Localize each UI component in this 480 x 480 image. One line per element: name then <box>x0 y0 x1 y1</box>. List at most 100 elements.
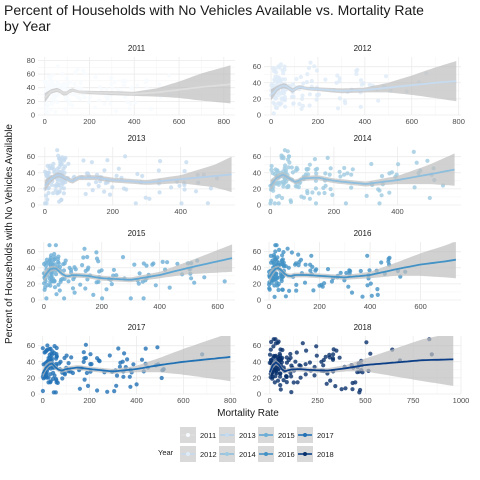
legend-item-2018: 2018 <box>297 446 334 462</box>
data-point <box>123 95 128 100</box>
y-tick-label: 20 <box>27 97 35 106</box>
data-point <box>299 194 304 199</box>
data-point <box>276 339 281 344</box>
data-point <box>104 287 109 292</box>
data-point <box>78 282 83 287</box>
data-point <box>99 268 104 273</box>
data-point <box>323 354 328 359</box>
data-point <box>110 86 115 91</box>
legend-label: 2014 <box>239 450 256 459</box>
data-point <box>322 190 327 196</box>
data-point <box>83 355 88 361</box>
data-point <box>364 193 369 198</box>
data-point <box>79 86 84 91</box>
x-tick-label: 200 <box>328 207 341 216</box>
data-point <box>78 80 83 86</box>
confidence-band <box>44 156 232 193</box>
data-point <box>97 98 102 103</box>
data-point <box>46 74 51 79</box>
data-point <box>272 283 277 288</box>
data-point <box>72 81 77 87</box>
data-point <box>375 287 380 292</box>
legend-item-2013: 2013 <box>219 427 256 443</box>
data-point <box>304 348 309 353</box>
data-point <box>274 371 279 376</box>
data-point <box>273 95 278 100</box>
data-point <box>77 386 82 391</box>
data-point <box>48 283 53 288</box>
data-point <box>116 166 121 171</box>
data-point <box>144 85 150 90</box>
data-point <box>307 360 312 365</box>
y-tick-label: 20 <box>27 279 35 288</box>
data-point <box>338 270 343 275</box>
data-point <box>49 182 54 187</box>
data-point <box>128 296 133 301</box>
data-point <box>52 344 57 349</box>
data-point <box>64 353 69 358</box>
data-point <box>287 160 292 165</box>
data-point <box>279 101 284 106</box>
data-point <box>177 183 182 188</box>
data-point <box>269 163 274 169</box>
x-tick-label: 400 <box>153 302 166 311</box>
facet-panel-2017: 2017 0 200 400 600 800 0 20 40 60 <box>27 323 237 405</box>
data-point <box>308 60 313 65</box>
data-point <box>274 272 279 277</box>
data-point <box>321 363 326 368</box>
data-point <box>331 352 336 357</box>
y-tick-label: 60 <box>253 62 261 71</box>
data-point <box>281 250 286 255</box>
data-point <box>102 168 107 173</box>
data-point <box>120 255 126 260</box>
x-tick-label: 800 <box>224 396 237 405</box>
data-point <box>54 380 59 385</box>
data-point <box>275 275 280 280</box>
data-point <box>272 78 277 83</box>
data-point <box>64 76 69 81</box>
smooth-line <box>268 358 454 373</box>
data-point <box>312 64 317 69</box>
data-point <box>66 279 71 284</box>
data-point <box>43 260 49 265</box>
smooth-line <box>269 168 455 187</box>
legend-point <box>186 433 190 437</box>
data-point <box>339 387 344 392</box>
data-point <box>280 154 285 159</box>
data-point <box>140 173 145 179</box>
x-tick-label: 400 <box>128 117 141 126</box>
data-point <box>47 243 52 248</box>
data-point <box>50 276 56 281</box>
data-point <box>367 268 372 273</box>
data-point <box>289 165 294 170</box>
data-point <box>95 356 100 361</box>
legend-title: Year <box>158 448 174 457</box>
data-point <box>274 168 279 173</box>
data-point <box>144 263 149 268</box>
data-point <box>157 82 162 87</box>
data-point <box>337 355 342 360</box>
data-point <box>338 174 343 179</box>
data-point <box>205 201 210 206</box>
data-point <box>313 201 319 206</box>
data-point <box>66 361 71 366</box>
y-tick-label: 0 <box>257 201 261 210</box>
y-tick-label: 40 <box>27 83 35 92</box>
y-tick-label: 40 <box>27 168 35 177</box>
data-point <box>55 148 60 153</box>
data-point <box>107 353 112 358</box>
x-tick-label: 0 <box>43 207 47 216</box>
data-point <box>94 280 99 285</box>
data-point <box>40 346 45 351</box>
data-point <box>278 347 283 352</box>
data-point <box>112 389 117 394</box>
data-point <box>289 250 294 255</box>
data-point <box>323 77 328 82</box>
data-point <box>57 361 62 366</box>
legend-item-2017: 2017 <box>297 427 334 443</box>
data-point <box>368 351 373 356</box>
data-point <box>307 103 312 108</box>
data-point <box>337 169 342 174</box>
data-point <box>47 347 52 352</box>
